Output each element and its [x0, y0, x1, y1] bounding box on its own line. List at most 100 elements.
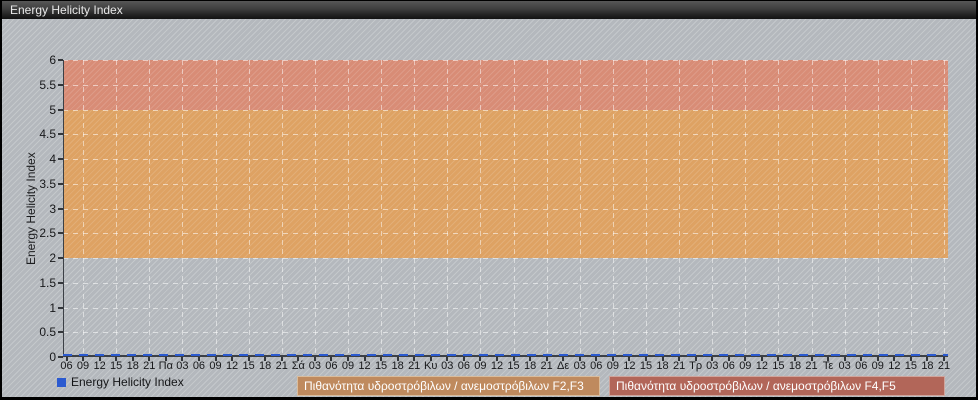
x-tick-mark	[380, 357, 383, 361]
x-tick-label: Πα	[158, 360, 173, 372]
x-tick-label: 12	[623, 360, 636, 372]
legend-label: Energy Helicity Index	[71, 375, 184, 389]
x-tick-mark	[793, 357, 796, 361]
x-tick-mark	[694, 357, 697, 361]
x-tick-label: 15	[904, 360, 917, 372]
v-gridline	[447, 60, 449, 357]
y-tick-label: 3.5	[39, 176, 56, 191]
x-tick-label: 15	[772, 360, 785, 372]
x-tick-mark	[943, 357, 945, 361]
x-tick-label: 03	[838, 360, 851, 372]
y-tick-mark	[58, 281, 63, 284]
y-tick-mark	[58, 257, 63, 259]
x-tick-mark	[446, 357, 449, 361]
v-gridline	[877, 60, 879, 357]
x-tick-mark	[661, 357, 664, 361]
x-tick-label: 09	[606, 360, 619, 372]
x-tick-mark	[827, 357, 830, 361]
y-tick-mark	[58, 158, 63, 160]
x-tick-label: 15	[507, 360, 520, 372]
y-axis-line	[63, 60, 64, 357]
x-tick-label: 12	[888, 360, 901, 372]
x-tick-label: 03	[706, 360, 719, 372]
v-gridline	[248, 60, 250, 357]
v-gridline	[944, 60, 945, 357]
x-tick-label: 06	[457, 360, 470, 372]
x-tick-label: 06	[722, 360, 735, 372]
x-tick-mark	[82, 357, 85, 361]
x-tick-mark	[744, 357, 747, 361]
x-tick-label: 18	[523, 360, 537, 372]
v-gridline	[149, 60, 151, 357]
x-tick-mark	[644, 357, 647, 361]
x-tick-label: 15	[110, 360, 123, 372]
v-gridline	[712, 60, 714, 357]
x-tick-mark	[197, 357, 200, 361]
v-gridline	[182, 60, 184, 357]
x-tick-label: 03	[308, 360, 321, 372]
y-tick-label: 0	[49, 350, 56, 364]
x-tick-label: 03	[441, 360, 454, 372]
y-tick-label: 0.5	[39, 325, 56, 340]
x-tick-label: 09	[871, 360, 884, 372]
h-gridline	[63, 159, 948, 160]
v-gridline	[811, 60, 813, 357]
x-tick-label: Τρ	[689, 360, 703, 372]
x-tick-label: 09	[209, 360, 222, 372]
band-label-f23: Πιθανότητα υδροστρόβιλων / ανεμοστρόβιλω…	[297, 376, 600, 396]
band-label-f45: Πιθανότητα υδροστρόβιλων / ανεμοστρόβιλω…	[609, 376, 945, 396]
x-tick-label: Τε	[822, 360, 834, 372]
chart-panel: Energy Helicity Index 0 0.5 1 1.5 2 2.5 3 3.5 4 4…	[2, 19, 976, 397]
x-tick-label: 15	[374, 360, 388, 372]
y-tick-label: 4	[49, 152, 56, 166]
h-gridline	[63, 60, 948, 61]
v-gridline	[83, 60, 85, 357]
x-tick-mark	[231, 357, 234, 361]
x-tick-mark	[926, 357, 929, 361]
x-tick-mark	[214, 357, 217, 361]
x-tick-mark	[479, 357, 482, 361]
x-tick-label: 12	[225, 360, 239, 372]
h-gridline	[63, 109, 948, 111]
page-title: Energy Helicity Index	[10, 3, 123, 17]
x-tick-mark	[876, 357, 879, 361]
h-gridline	[63, 134, 948, 136]
y-tick-mark	[58, 133, 63, 136]
x-tick-mark	[545, 357, 548, 361]
x-tick-label: 12	[358, 360, 371, 372]
v-gridline	[844, 60, 846, 357]
v-gridline	[579, 60, 581, 357]
x-tick-mark	[429, 357, 432, 361]
x-tick-label: 12	[755, 360, 768, 372]
v-gridline	[215, 60, 217, 357]
x-tick-label: 06	[192, 360, 206, 372]
x-tick-label: 12	[93, 360, 106, 372]
h-gridline	[63, 84, 948, 86]
y-tick-mark	[58, 331, 63, 334]
h-gridline	[63, 208, 948, 210]
x-tick-mark	[495, 357, 498, 361]
x-tick-mark	[330, 357, 333, 361]
x-tick-label: Δε	[557, 360, 570, 372]
x-tick-mark	[711, 357, 714, 361]
v-gridline	[645, 60, 647, 357]
y-tick-label: 1	[49, 300, 56, 315]
x-tick-mark	[909, 357, 912, 361]
x-tick-mark	[280, 357, 283, 361]
x-tick-mark	[628, 357, 631, 361]
x-tick-mark	[893, 357, 896, 361]
legend-swatch-icon	[57, 377, 66, 387]
x-tick-label: 21	[143, 360, 156, 372]
x-tick-mark	[562, 357, 565, 361]
x-tick-mark	[313, 357, 316, 361]
y-tick-mark	[58, 356, 63, 358]
plot-area	[63, 60, 948, 357]
x-tick-label: 06	[325, 360, 338, 372]
x-tick-label: Σά	[291, 360, 305, 372]
x-tick-mark	[611, 357, 614, 361]
x-tick-mark	[512, 357, 515, 361]
x-tick-label: 15	[639, 360, 653, 372]
y-tick-mark	[58, 182, 63, 185]
v-gridline	[612, 60, 614, 357]
y-tick-mark	[58, 59, 63, 61]
